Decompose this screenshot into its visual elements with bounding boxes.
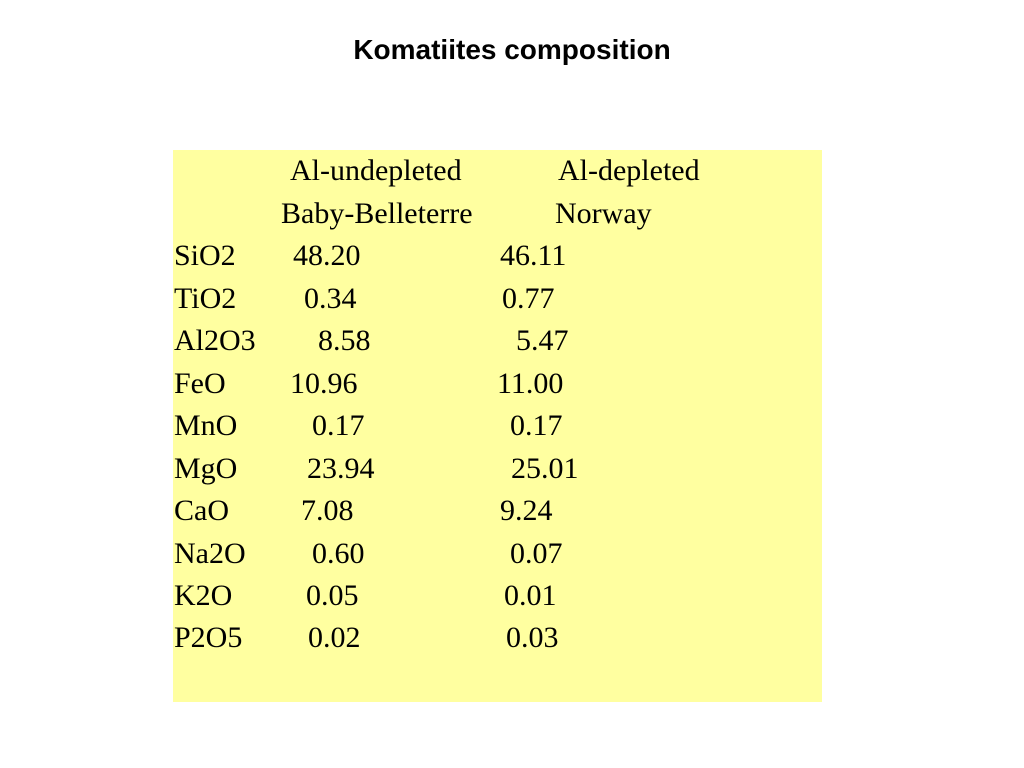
value-al-undepleted: 0.17: [312, 409, 365, 442]
header-al-depleted: Al-depleted: [558, 154, 700, 187]
oxide-label: CaO: [174, 494, 229, 527]
oxide-label: MnO: [174, 409, 238, 442]
oxide-label: P2O5: [174, 621, 243, 654]
slide-title: Komatiites composition: [353, 34, 671, 65]
value-al-undepleted: 0.05: [306, 579, 359, 612]
oxide-label: K2O: [174, 579, 233, 612]
value-al-depleted: 9.24: [500, 494, 553, 527]
value-al-undepleted: 0.34: [304, 282, 357, 315]
header-al-undepleted: Al-undepleted: [290, 154, 462, 187]
value-al-depleted: 46.11: [500, 239, 567, 272]
header-norway: Norway: [555, 197, 652, 230]
value-al-undepleted: 8.58: [318, 324, 371, 357]
value-al-depleted: 25.01: [511, 452, 579, 485]
value-al-undepleted: 48.20: [293, 239, 361, 272]
oxide-label: TiO2: [174, 282, 237, 315]
value-al-depleted: 11.00: [497, 367, 564, 400]
value-al-depleted: 5.47: [516, 324, 569, 357]
value-al-depleted: 0.03: [506, 621, 559, 654]
oxide-label: FeO: [174, 367, 226, 400]
value-al-undepleted: 0.60: [312, 537, 365, 570]
composition-table: Al-undepleted Al-depleted Baby-Belleterr…: [173, 150, 822, 702]
value-al-depleted: 0.77: [502, 282, 555, 315]
oxide-label: SiO2: [174, 239, 236, 272]
oxide-label: Na2O: [174, 537, 246, 570]
value-al-depleted: 0.17: [510, 409, 563, 442]
value-al-undepleted: 0.02: [308, 621, 361, 654]
oxide-label: MgO: [174, 452, 238, 485]
value-al-depleted: 0.01: [504, 579, 557, 612]
value-al-undepleted: 10.96: [290, 367, 358, 400]
header-baby-belleterre: Baby-Belleterre: [281, 197, 473, 230]
value-al-depleted: 0.07: [510, 537, 563, 570]
oxide-label: Al2O3: [174, 324, 256, 357]
value-al-undepleted: 23.94: [307, 452, 375, 485]
value-al-undepleted: 7.08: [301, 494, 354, 527]
